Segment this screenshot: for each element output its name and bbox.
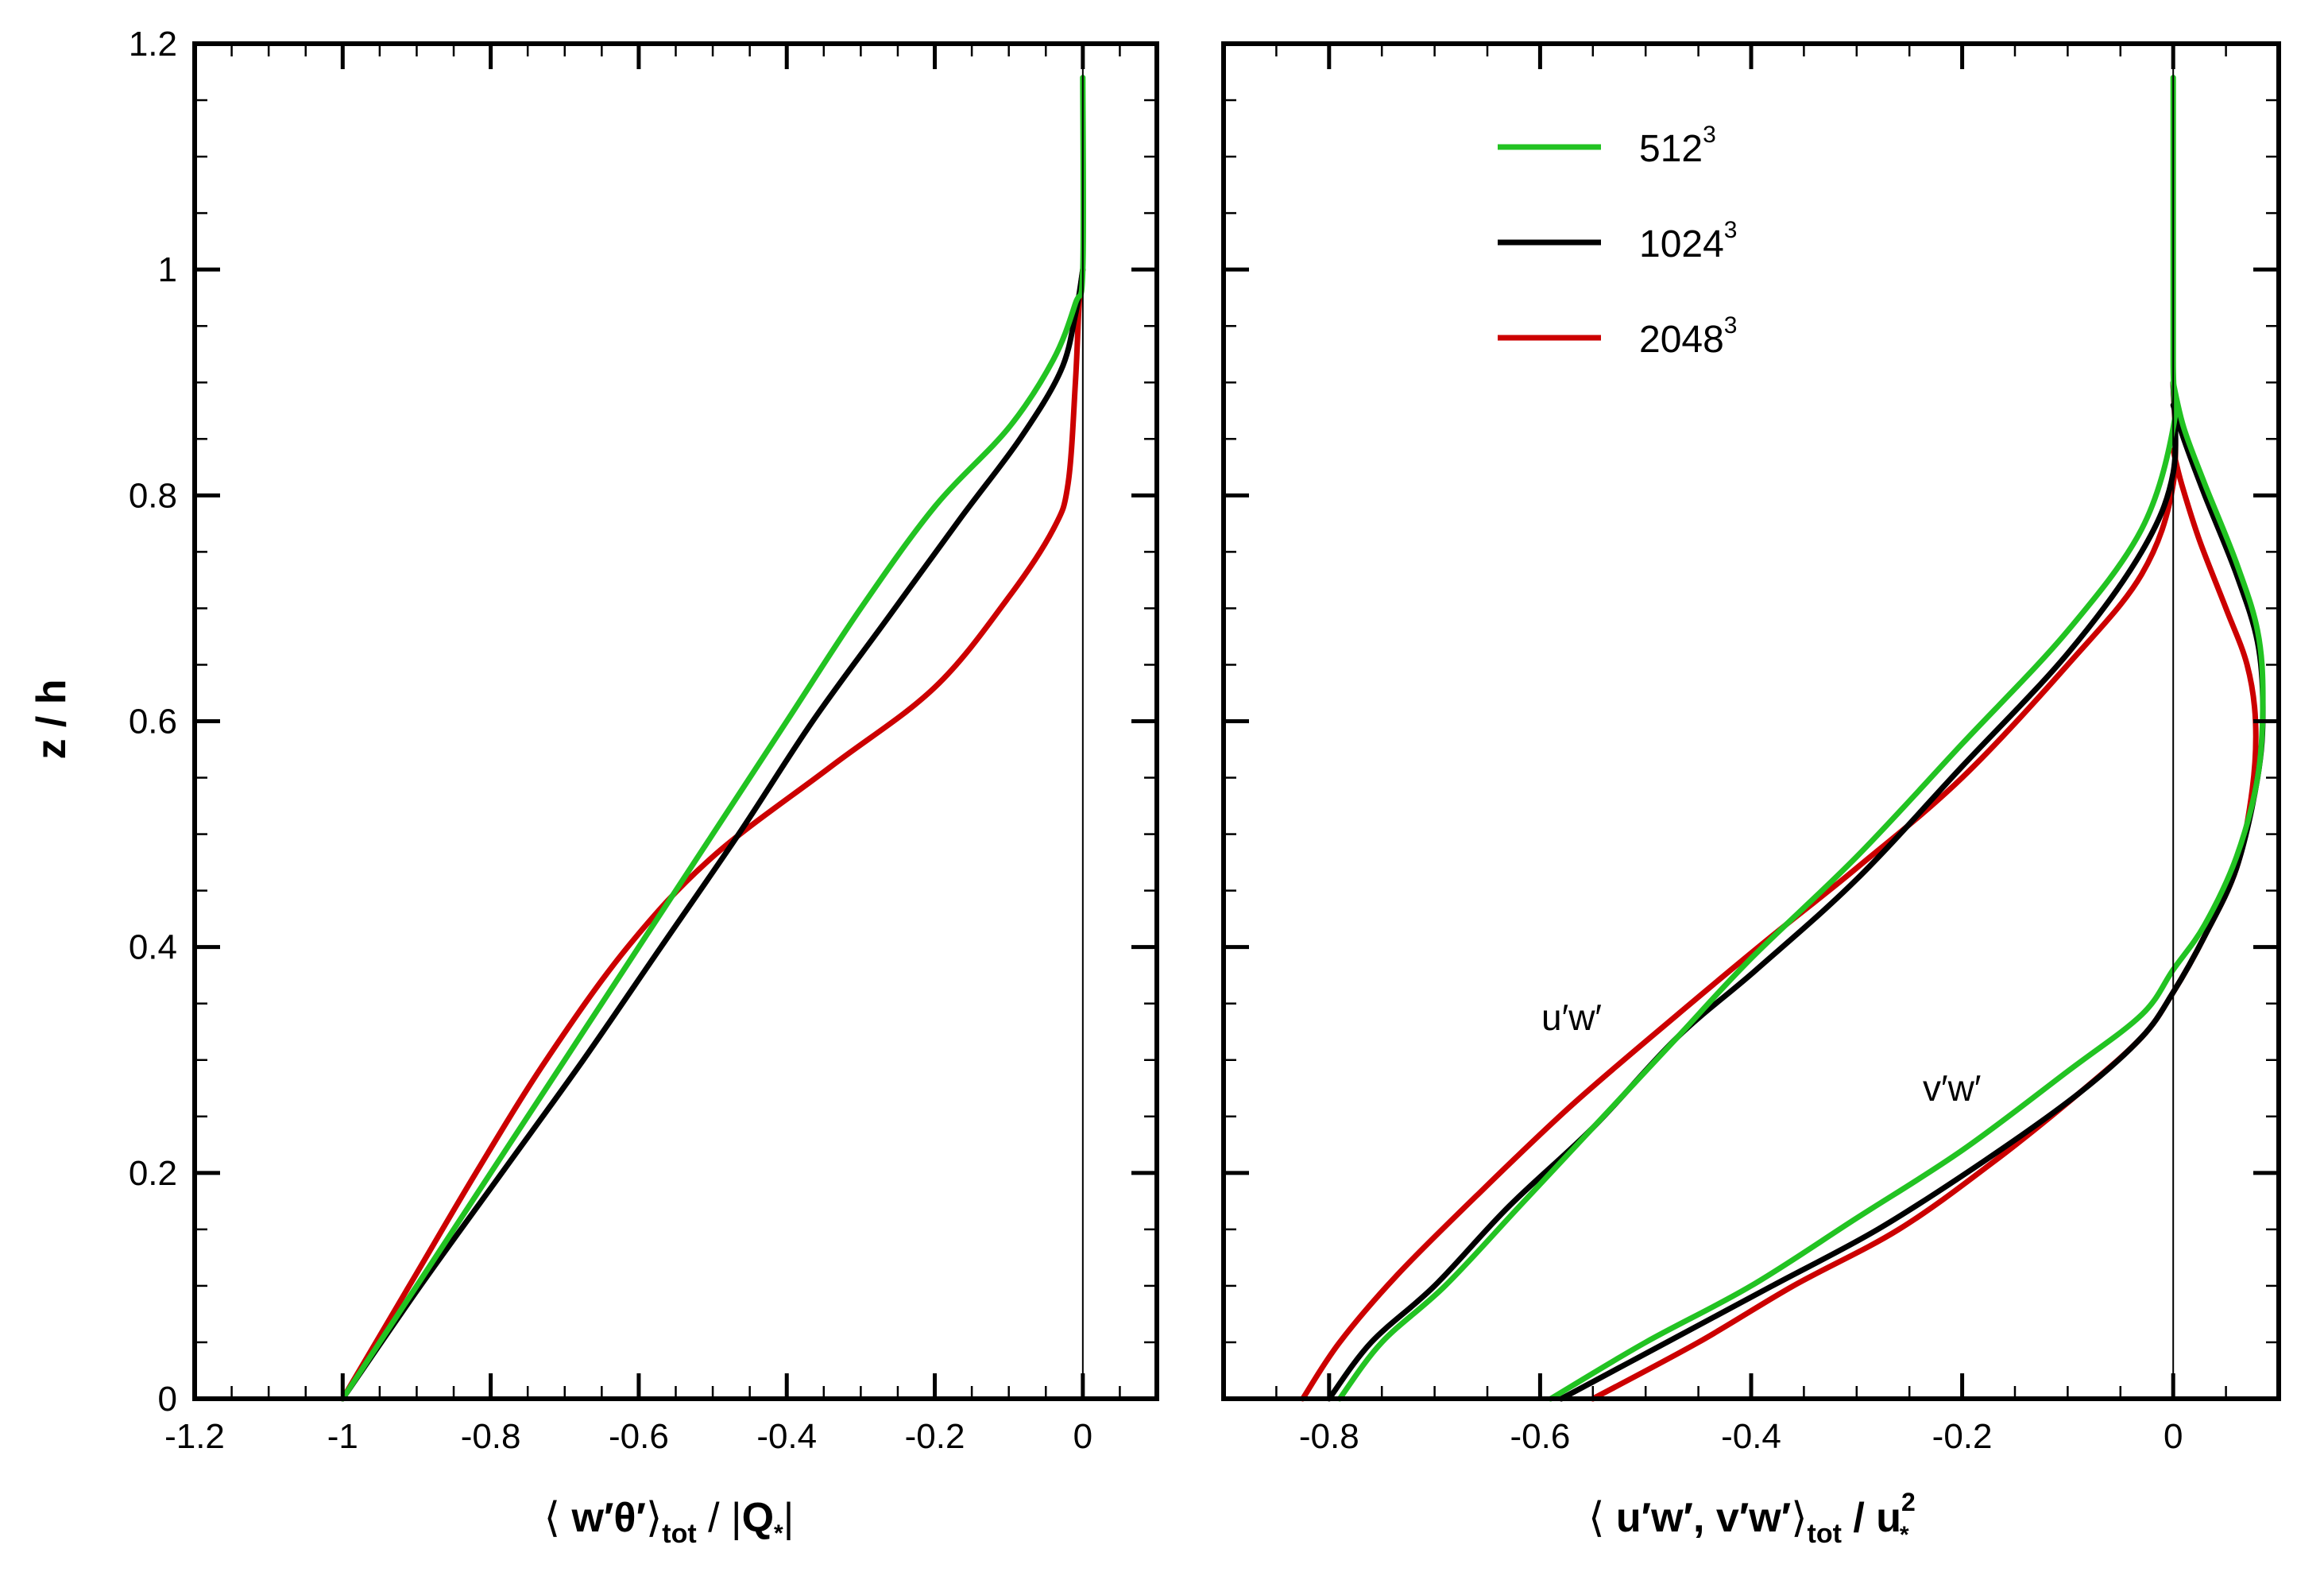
y-tick-labels: 0 0.2 0.4 0.6 0.8 1 1.2 [129,25,177,1419]
right-xlabel-close: ⟩ [1791,1495,1807,1541]
legend-label-1024: 10243 [1639,217,1737,265]
right-xlabel-rest: / u [1842,1495,1901,1541]
left-xtick-label: -0.2 [905,1417,965,1456]
right-xtick-label: -0.8 [1299,1417,1359,1456]
ytick-label: 1 [158,250,177,289]
left-xtick-label: -0.8 [461,1417,521,1456]
right-xlabel-star: * [1900,1522,1909,1548]
right-panel: -0.8 -0.6 -0.4 -0.2 0 u′w′ v′w′ 5123 10243 2… [1221,41,2281,1549]
left-panel: -1.2 -1 -0.8 -0.6 -0.4 -0.2 0 0 0.2 0.4 0.6 0.8 1 1.… [29,25,1159,1549]
left-xtick-label: -0.6 [609,1417,669,1456]
right-ticks-group [1222,41,2280,1401]
ytick-label: 0.6 [129,703,177,741]
right-series-group [1300,75,2266,1402]
right-xlabel-main: u′w′, v′w′ [1616,1495,1791,1541]
left-x-tick-labels: -1.2 -1 -0.8 -0.6 -0.4 -0.2 0 [164,1417,1092,1456]
right-xtick-label: -0.6 [1510,1417,1570,1456]
left-xtick-label: -0.4 [756,1417,817,1456]
left-xlabel-main: w′θ′ [571,1495,647,1541]
ytick-label: 0.4 [129,928,177,967]
left-xtick-label: -1 [327,1417,358,1456]
left-ticks-group [192,41,1158,1401]
left-xtick-label: 0 [1073,1417,1092,1456]
legend-entry-1024: 10243 [1498,217,1737,265]
left-xlabel-rest: / | [697,1495,742,1541]
annotation-vw: v′w′ [1923,1067,1981,1109]
right-xlabel-open: ⟨ [1588,1495,1616,1541]
left-xlabel-open: ⟨ [544,1495,572,1541]
ytick-label: 0.2 [129,1154,177,1193]
right-x-tick-labels: -0.8 -0.6 -0.4 -0.2 0 [1299,1417,2183,1456]
right-xtick-label: -0.2 [1932,1417,1993,1456]
ytick-label: 0 [158,1380,177,1419]
right-series-line-4 [1336,75,2179,1402]
right-series-line-3 [1558,402,2266,1402]
left-xlabel-star: * [774,1520,783,1547]
ytick-label: 0.8 [129,476,177,515]
left-series-line-2 [339,75,1087,1402]
ytick-label: 1.2 [129,25,177,64]
y-axis-title: z / h [29,679,75,759]
left-xlabel-close: ⟩ [646,1495,662,1541]
legend: 5123 10243 20483 [1498,122,1737,361]
right-xlabel-sup: 2 [1901,1488,1916,1516]
legend-label-512: 5123 [1639,122,1716,170]
right-x-axis-title: ⟨ u′w′, v′w′⟩tot / u2 * [1588,1488,1916,1549]
legend-entry-512: 5123 [1498,122,1716,170]
right-xtick-label: -0.4 [1721,1417,1781,1456]
right-xtick-label: 0 [2164,1417,2183,1456]
right-series-line-5 [1548,379,2266,1402]
left-x-axis-title: ⟨ w′θ′⟩tot / |Q*| [544,1495,794,1549]
left-xlabel-end: | [783,1495,795,1541]
left-series-group [339,75,1087,1402]
right-series-line-2 [1326,379,2179,1402]
legend-label-2048: 20483 [1639,312,1737,361]
right-series-line-1 [1590,447,2259,1402]
right-xlabel-sub: tot [1808,1519,1842,1549]
left-xtick-label: -1.2 [164,1417,225,1456]
right-plot-frame [1221,41,2281,1401]
left-plot-frame [192,41,1159,1401]
left-xlabel-q: Q [742,1495,774,1541]
legend-entry-2048: 20483 [1498,312,1737,361]
right-series-line-0 [1300,379,2179,1402]
annotation-uw: u′w′ [1541,997,1602,1038]
left-xlabel-sub: tot [662,1519,696,1549]
left-series-line-0 [339,266,1086,1402]
left-series-line-1 [339,266,1086,1402]
